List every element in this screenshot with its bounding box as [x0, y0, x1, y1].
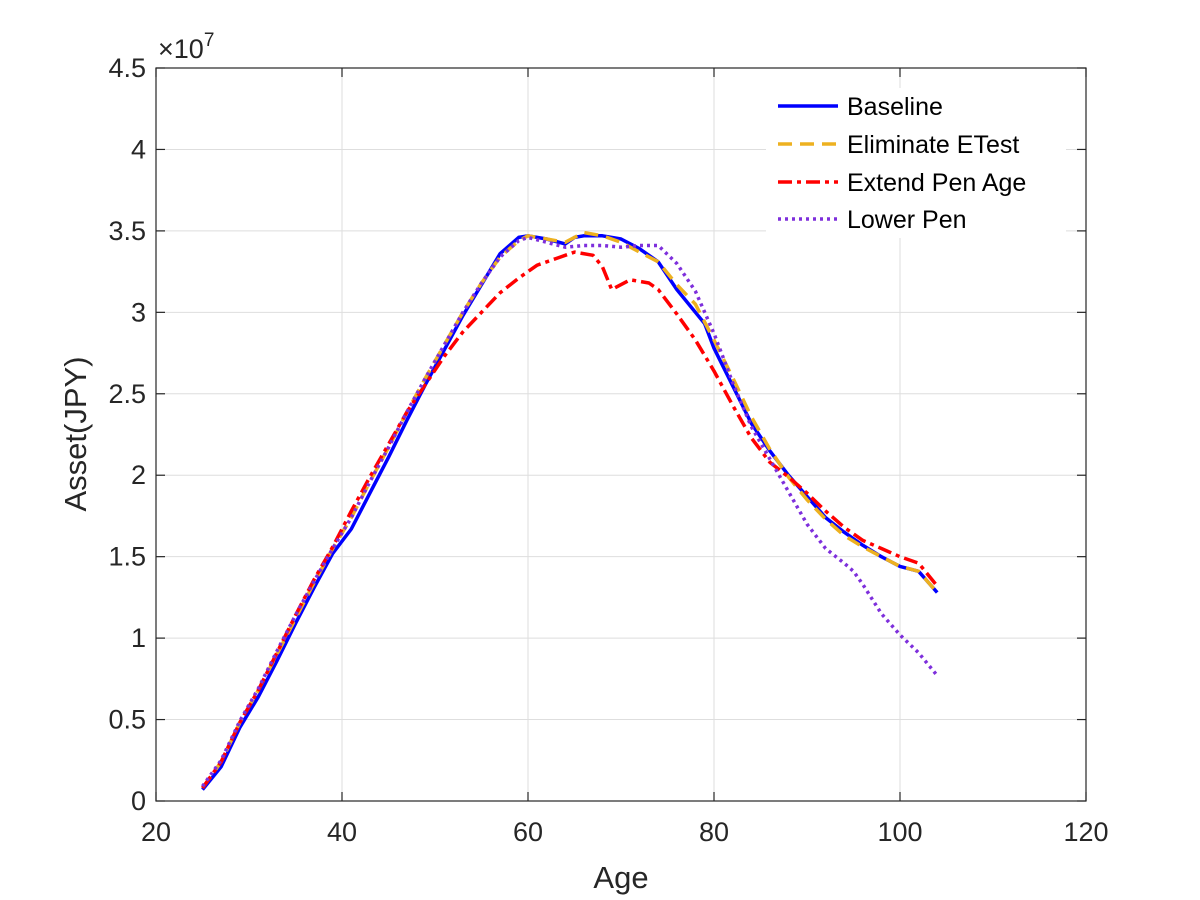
- y-tick-label: 4.5: [108, 53, 146, 83]
- legend-label-extend-pen-age: Extend Pen Age: [847, 169, 1026, 197]
- y-tick-label: 2: [131, 460, 146, 490]
- legend-label-lower-pen: Lower Pen: [847, 206, 967, 234]
- legend-label-eliminate-etest: Eliminate ETest: [847, 131, 1019, 159]
- legend-box: [766, 88, 1066, 238]
- y-tick-label: 3.5: [108, 216, 146, 246]
- x-tick-label: 40: [327, 817, 357, 847]
- y-tick-label: 4: [131, 134, 146, 164]
- y-tick-label: 1: [131, 623, 146, 653]
- x-tick-label: 60: [513, 817, 543, 847]
- x-tick-label: 120: [1063, 817, 1108, 847]
- plot-frame: [155, 67, 1087, 802]
- y-tick-label: 1.5: [108, 542, 146, 572]
- series-line-extend-pen-age: [201, 250, 939, 790]
- series-lines: [201, 230, 939, 791]
- y-tick-label: 2.5: [108, 379, 146, 409]
- y-exponent-label: ×107: [158, 30, 214, 64]
- x-tick-label: 20: [141, 817, 171, 847]
- legend-label-baseline: Baseline: [847, 93, 943, 121]
- series-line-eliminate-etest: [201, 230, 939, 790]
- x-tick-label: 80: [699, 817, 729, 847]
- y-tick-label: 3: [131, 297, 146, 327]
- axis-ticks: 20 40 60 80 100 120 0 0.5 1 1.5 2 2.5 3 3.5 4 4.5: [108, 53, 1108, 847]
- x-axis-label: Age: [593, 860, 648, 895]
- grid-lines: [155, 67, 1087, 802]
- y-tick-label: 0: [131, 786, 146, 816]
- y-axis-label: Asset(JPY): [58, 356, 93, 511]
- legend: Baseline Eliminate ETest Extend Pen Age …: [766, 88, 1066, 238]
- y-tick-label: 0.5: [108, 705, 146, 735]
- x-tick-label: 100: [877, 817, 922, 847]
